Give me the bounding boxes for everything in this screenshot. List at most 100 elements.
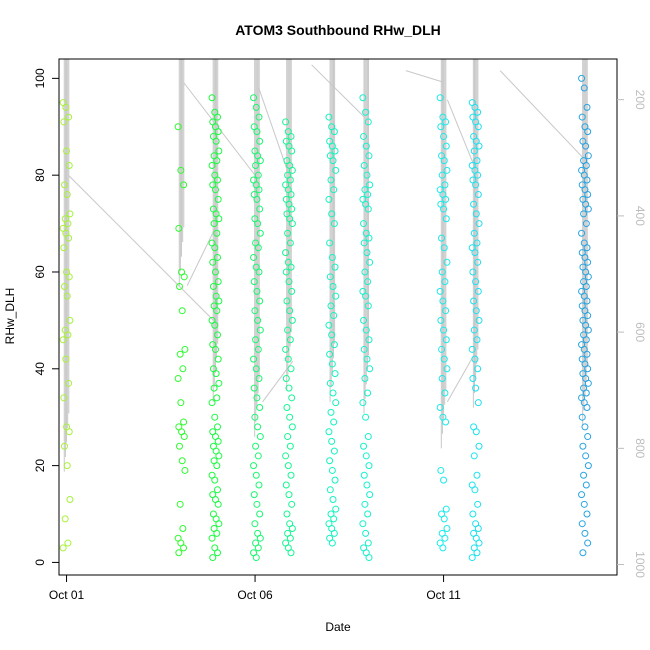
data-point: [440, 132, 448, 140]
data-point: [362, 108, 370, 116]
data-point: [214, 549, 222, 557]
data-point: [210, 384, 218, 392]
data-point: [179, 365, 187, 373]
data-point: [582, 283, 590, 291]
data-point: [252, 103, 260, 111]
chart-title: ATOM3 Southbound RHw_DLH: [235, 22, 441, 38]
data-point: [440, 244, 448, 252]
data-point: [326, 486, 334, 494]
data-point: [472, 384, 480, 392]
data-point: [328, 253, 336, 261]
data-point: [366, 491, 374, 499]
y-axis: 0 20 40 60 80 100: [33, 68, 59, 566]
data-point: [474, 108, 482, 116]
data-point: [469, 268, 477, 276]
data-point: [213, 529, 221, 537]
data-point: [584, 191, 592, 199]
data-point: [364, 205, 372, 213]
data-point: [214, 355, 222, 363]
data-point: [472, 181, 480, 189]
data-point: [214, 176, 222, 184]
data-point: [214, 113, 222, 121]
data-point: [255, 268, 263, 276]
data-point: [254, 171, 262, 179]
transit-line: [405, 70, 444, 83]
data-point: [211, 476, 219, 484]
data-point: [65, 234, 73, 242]
data-point: [443, 166, 451, 174]
data-point: [287, 191, 295, 199]
data-point: [61, 442, 69, 450]
data-point: [584, 433, 592, 441]
data-point: [327, 176, 335, 184]
data-point: [362, 142, 370, 150]
data-point: [475, 142, 483, 150]
data-point: [329, 495, 337, 503]
data-point: [250, 94, 258, 102]
data-point: [180, 544, 188, 552]
data-point: [209, 283, 217, 291]
data-point: [288, 423, 296, 431]
data-point: [360, 239, 368, 247]
data-point: [178, 307, 186, 315]
data-point: [254, 220, 262, 228]
data-point: [362, 413, 370, 421]
data-point: [282, 345, 290, 353]
data-point: [214, 500, 222, 508]
data-point: [256, 326, 264, 334]
data-point: [580, 210, 588, 218]
data-point: [584, 273, 592, 281]
data-point: [441, 278, 449, 286]
data-point: [214, 253, 222, 261]
data-point: [256, 404, 264, 412]
data-point: [366, 258, 374, 266]
y-tick-label: 0: [33, 559, 47, 566]
y-tick-label: 60: [33, 265, 47, 279]
data-point: [473, 239, 481, 247]
data-point: [215, 215, 223, 223]
data-point: [475, 442, 483, 450]
data-point: [326, 379, 334, 387]
data-point: [284, 355, 292, 363]
data-point: [59, 544, 67, 552]
data-point: [581, 423, 589, 431]
data-point: [583, 404, 591, 412]
y-tick-label: 20: [33, 459, 47, 473]
data-point: [213, 229, 221, 237]
data-point: [252, 365, 260, 373]
data-point: [360, 220, 368, 228]
data-point: [583, 350, 591, 358]
data-point: [361, 268, 369, 276]
data-point: [468, 554, 476, 562]
data-point: [475, 316, 483, 324]
data-point: [473, 471, 481, 479]
data-point: [441, 534, 449, 542]
data-point: [443, 365, 451, 373]
data-point: [60, 118, 68, 126]
data-point: [584, 205, 592, 213]
data-point: [584, 365, 592, 373]
data-point: [330, 186, 338, 194]
data-point: [474, 258, 482, 266]
data-point: [251, 307, 259, 315]
data-point: [283, 297, 291, 305]
data-point: [359, 520, 367, 528]
data-point: [288, 220, 296, 228]
data-point: [330, 515, 338, 523]
data-point: [472, 307, 480, 315]
data-point: [215, 452, 223, 460]
data-point: [176, 500, 184, 508]
data-point: [330, 220, 338, 228]
data-point: [437, 466, 445, 474]
data-point: [212, 370, 220, 378]
data-point: [252, 161, 260, 169]
data-point: [286, 336, 294, 344]
data-point: [442, 195, 450, 203]
data-point: [284, 229, 292, 237]
data-point: [327, 408, 335, 416]
data-point: [254, 316, 262, 324]
data-point: [215, 379, 223, 387]
data-point: [213, 462, 221, 470]
data-point: [580, 84, 588, 92]
data-point: [364, 278, 372, 286]
